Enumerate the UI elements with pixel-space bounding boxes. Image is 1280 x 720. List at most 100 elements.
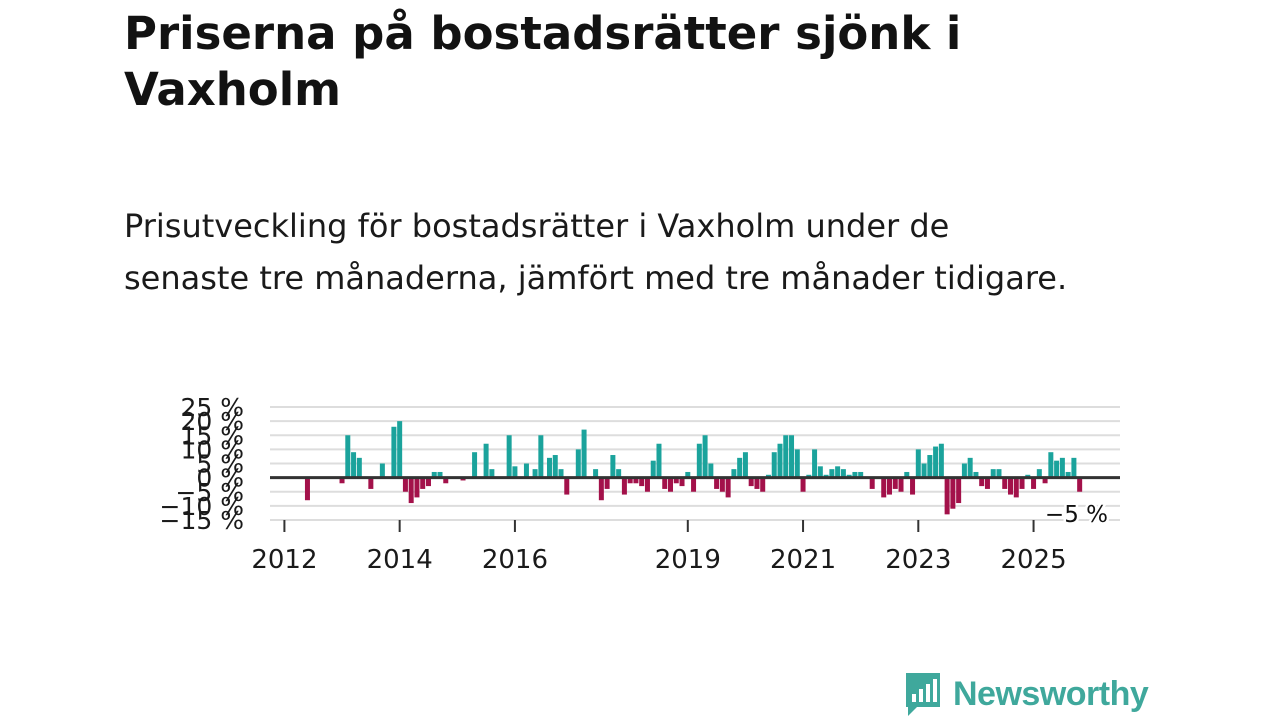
bar	[817, 466, 823, 478]
bar	[662, 477, 668, 489]
bar	[996, 469, 1002, 478]
bar	[754, 477, 760, 489]
bar	[379, 463, 385, 478]
bar	[679, 477, 685, 487]
bar	[783, 435, 789, 478]
brand-name: Newsworthy	[953, 674, 1149, 713]
bar	[483, 443, 489, 478]
bar	[886, 477, 892, 495]
bar	[1008, 477, 1014, 495]
bar	[506, 435, 512, 478]
x-tick-label: 2019	[655, 545, 721, 575]
bar	[604, 477, 610, 489]
y-tick-label: −15 %	[160, 506, 244, 535]
bar	[1019, 477, 1025, 489]
bar	[345, 435, 351, 478]
bar	[639, 477, 645, 487]
bar	[725, 477, 731, 498]
bar	[938, 443, 944, 478]
bar	[990, 469, 996, 478]
bar	[1077, 477, 1083, 492]
bar	[771, 452, 777, 478]
bar	[835, 466, 841, 478]
x-tick-label: 2016	[482, 545, 548, 575]
bar	[546, 457, 552, 478]
newsworthy-logo-icon	[906, 673, 940, 716]
y-tick-label: −5 %	[175, 478, 244, 507]
bar	[368, 477, 374, 489]
bar	[691, 477, 697, 492]
bar	[881, 477, 887, 498]
bar	[351, 452, 357, 478]
bar	[1054, 460, 1060, 478]
bar	[731, 469, 737, 478]
bar	[927, 455, 933, 478]
bar	[685, 471, 691, 478]
x-tick-label: 2012	[251, 545, 317, 575]
bar	[979, 477, 985, 487]
y-tick-label: 10 %	[180, 435, 244, 464]
bar	[391, 426, 397, 478]
bar	[552, 455, 558, 478]
bar	[840, 469, 846, 478]
y-tick-label: 20 %	[180, 407, 244, 436]
bar	[431, 471, 437, 478]
bar	[1071, 457, 1077, 478]
bar	[961, 463, 967, 478]
bar	[812, 449, 818, 478]
bar	[472, 452, 478, 478]
bar	[719, 477, 725, 492]
bar	[789, 435, 795, 478]
bar	[714, 477, 720, 489]
bar	[633, 477, 639, 484]
bar	[356, 457, 362, 478]
x-axis-ticks: 2012 2014 2016 2019 2021 2023 2025	[251, 520, 1067, 575]
bar	[794, 449, 800, 478]
y-tick-label: 5 %	[196, 450, 244, 479]
y-axis-tick-labels: 25 %20 %15 %10 %5 %0 %−5 %−10 %−15 %	[160, 393, 244, 535]
bar	[1036, 469, 1042, 478]
bar	[656, 443, 662, 478]
bar-chart: 25 %20 %15 %10 %5 %0 %−5 %−10 %−15 % 201…	[160, 393, 1120, 575]
bar	[973, 471, 979, 478]
bar	[1042, 477, 1048, 484]
bar	[852, 471, 858, 478]
bar	[760, 477, 766, 492]
bar	[984, 477, 990, 489]
bar	[425, 477, 431, 487]
bar	[858, 471, 864, 478]
y-tick-label: 25 %	[180, 393, 244, 422]
newsworthy-logo: Newsworthy	[903, 670, 1149, 718]
bar	[800, 477, 806, 492]
bar	[610, 455, 616, 478]
bar	[402, 477, 408, 492]
bar	[1013, 477, 1019, 498]
bar	[933, 446, 939, 478]
bar	[950, 477, 956, 509]
y-tick-label: 15 %	[180, 421, 244, 450]
bar	[869, 477, 875, 489]
bar	[944, 477, 950, 515]
bar	[1048, 452, 1054, 478]
bar	[616, 469, 622, 478]
bar	[956, 477, 962, 504]
bar	[414, 477, 420, 498]
bar	[443, 477, 449, 484]
bar	[967, 457, 973, 478]
bar	[538, 435, 544, 478]
bar	[564, 477, 570, 495]
bar	[1065, 471, 1071, 478]
bar	[748, 477, 754, 487]
bar	[489, 469, 495, 478]
bar	[593, 469, 599, 478]
x-tick-label: 2014	[367, 545, 433, 575]
bar	[777, 443, 783, 478]
y-tick-label: −10 %	[160, 492, 244, 521]
bar	[898, 477, 904, 492]
bar	[915, 449, 921, 478]
bar	[829, 469, 835, 478]
bar	[532, 469, 538, 478]
bar	[1002, 477, 1008, 489]
bar	[621, 477, 627, 495]
bar	[581, 429, 587, 478]
